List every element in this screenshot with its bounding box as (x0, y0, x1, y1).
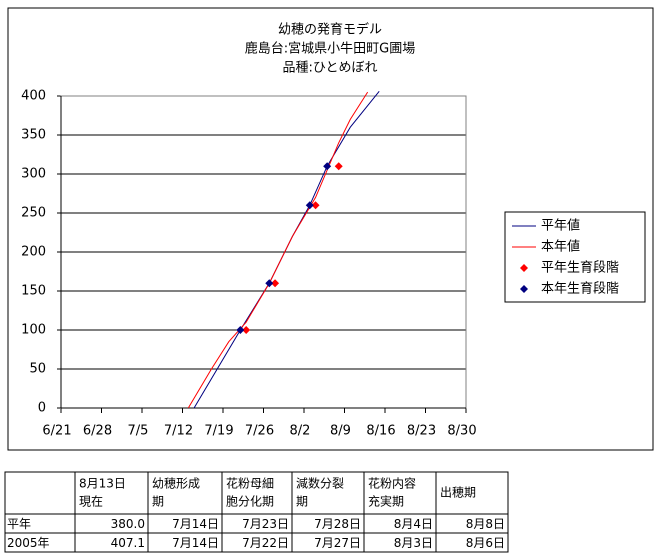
table-header: 8月13日 (79, 477, 126, 491)
x-tick-label: 7/12 (164, 424, 193, 439)
legend-label: 平年値 (541, 218, 580, 234)
y-tick-label: 350 (21, 128, 46, 143)
table-cell: 407.1 (111, 536, 145, 550)
x-tick-label: 7/5 (128, 424, 149, 439)
y-tick-label: 250 (21, 206, 46, 221)
x-tick-label: 7/19 (204, 424, 233, 439)
table-cell: 8月3日 (394, 536, 433, 550)
legend-box (504, 211, 646, 303)
x-tick-label: 6/28 (83, 424, 112, 439)
y-tick-label: 400 (21, 89, 46, 104)
table-cell: 8月6日 (466, 536, 505, 550)
legend-label: 平年生育段階 (541, 260, 619, 276)
table-cell: 7月14日 (172, 517, 219, 531)
data-point (265, 279, 274, 288)
y-tick-label: 150 (21, 284, 46, 299)
table-cell: 7月22日 (242, 536, 289, 550)
y-tick-label: 300 (21, 167, 46, 182)
chart-title: 品種:ひとめぼれ (283, 60, 378, 76)
table-cell: 8月8日 (466, 517, 505, 531)
y-tick-label: 0 (38, 401, 46, 416)
table-cell: 7月27日 (314, 536, 361, 550)
data-point (334, 162, 343, 171)
x-tick-label: 8/16 (366, 424, 395, 439)
table-header: 出穂期 (440, 486, 476, 500)
legend-swatch (520, 285, 528, 293)
data-point (323, 162, 332, 171)
table-header: 花粉母細 (226, 476, 274, 491)
y-tick-label: 50 (29, 362, 46, 377)
x-tick-label: 6/21 (42, 424, 71, 439)
legend-swatch (520, 264, 528, 272)
table-header: 花粉内容 (368, 476, 416, 491)
table-cell: 380.0 (111, 517, 145, 531)
table-cell: 2005年 (7, 536, 50, 550)
x-tick-label: 7/26 (245, 424, 274, 439)
chart-title: 幼穂の発育モデル (278, 22, 382, 38)
table-border (4, 471, 509, 553)
table-header: 胞分化期 (226, 495, 274, 509)
table-cell: 7月23日 (242, 517, 289, 531)
table-header: 現在 (79, 495, 103, 509)
x-tick-label: 8/2 (290, 424, 311, 439)
table-header: 幼穂形成 (152, 477, 200, 491)
data-point (311, 201, 320, 210)
x-tick-label: 8/9 (330, 424, 351, 439)
x-tick-label: 8/23 (407, 424, 436, 439)
series-line (187, 91, 369, 408)
table-cell: 7月28日 (314, 517, 361, 531)
table-cell: 平年 (7, 517, 31, 531)
table-cell: 8月4日 (394, 517, 433, 531)
legend-label: 本年値 (541, 239, 580, 255)
table-header: 充実期 (368, 494, 404, 509)
chart-title: 鹿島台:宮城県小牛田町G圃場 (245, 41, 415, 57)
legend-label: 本年生育段階 (541, 281, 619, 297)
table-header: 減数分裂 (296, 476, 344, 491)
table-header: 期 (152, 495, 164, 509)
x-tick-label: 8/30 (447, 424, 476, 439)
data-point (236, 326, 245, 334)
data-point (271, 279, 280, 288)
y-tick-label: 200 (21, 245, 46, 260)
data-point (242, 326, 251, 334)
table-cell: 7月14日 (172, 536, 219, 550)
table-header: 期 (296, 495, 308, 509)
data-point (305, 201, 314, 210)
y-tick-label: 100 (21, 323, 46, 338)
